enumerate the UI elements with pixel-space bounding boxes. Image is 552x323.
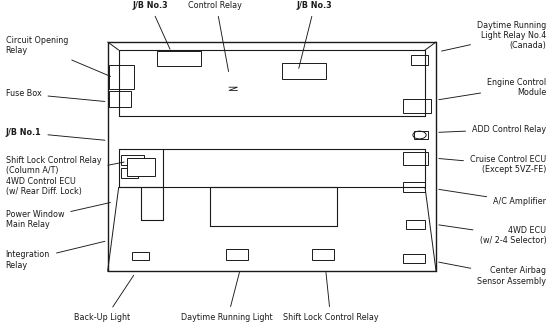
Bar (312, 249, 334, 260)
Bar (226, 249, 248, 260)
Text: Shift Lock Control Relay
(Floor A/T): Shift Lock Control Relay (Floor A/T) (283, 273, 379, 323)
Bar (414, 131, 428, 139)
Bar (121, 168, 138, 178)
Text: 4WD ECU
(w/ 2-4 Selector): 4WD ECU (w/ 2-4 Selector) (439, 225, 546, 245)
Text: Power Window
Main Relay: Power Window Main Relay (6, 203, 110, 229)
Bar (109, 65, 134, 89)
Text: Cruise Control ECU
(Except 5VZ-FE): Cruise Control ECU (Except 5VZ-FE) (439, 155, 546, 174)
Text: Daytime Running
Light Relay No.4
(Canada): Daytime Running Light Relay No.4 (Canada… (442, 21, 546, 51)
Text: Shift Lock Control Relay
(Column A/T)
4WD Control ECU
(w/ Rear Diff. Lock): Shift Lock Control Relay (Column A/T) 4W… (6, 156, 124, 196)
Text: J/B No.3: J/B No.3 (297, 1, 332, 68)
Bar (403, 182, 425, 192)
Text: J/B No.1: J/B No.1 (6, 128, 105, 140)
Bar (121, 155, 144, 165)
Bar (132, 252, 149, 260)
Bar (109, 91, 131, 107)
Text: A/C Amplifier: A/C Amplifier (439, 189, 546, 206)
Bar (127, 158, 155, 176)
Text: Integration
Relay: Integration Relay (6, 241, 105, 270)
Text: J/B No.3: J/B No.3 (132, 1, 170, 49)
Bar (411, 55, 428, 65)
Text: Fuse Box: Fuse Box (6, 89, 105, 101)
Bar (403, 152, 428, 165)
Text: Engine Control
Module: Engine Control Module (439, 78, 546, 100)
Bar (403, 254, 425, 263)
Bar (157, 51, 201, 66)
Text: Back-Up Light
Relay: Back-Up Light Relay (74, 275, 134, 323)
Text: Auto Antenna
Control Relay: Auto Antenna Control Relay (188, 0, 243, 72)
Text: Center Airbag
Sensor Assembly: Center Airbag Sensor Assembly (439, 262, 546, 286)
Text: Daytime Running Light
Relay (Main) (Canada): Daytime Running Light Relay (Main) (Cana… (181, 272, 272, 323)
Text: Circuit Opening
Relay: Circuit Opening Relay (6, 36, 110, 77)
Bar (403, 99, 431, 113)
Bar (282, 63, 326, 79)
Text: ADD Control Relay: ADD Control Relay (439, 125, 546, 134)
Bar (406, 220, 425, 229)
